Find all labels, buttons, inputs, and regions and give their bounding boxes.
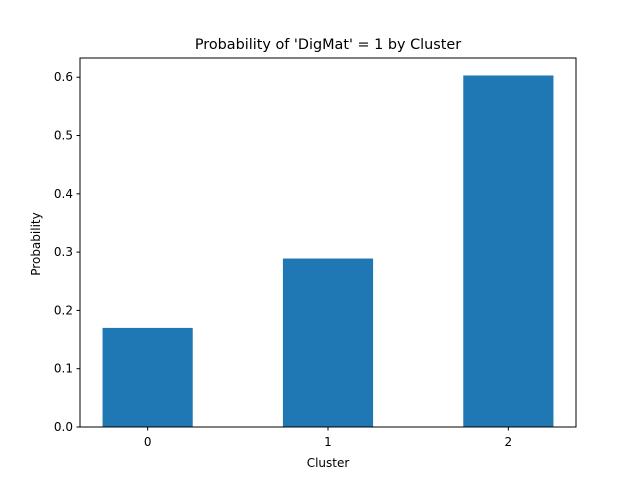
y-tick-label: 0.4 (54, 187, 73, 201)
y-tick-label: 0.2 (54, 303, 73, 317)
x-tick-label: 0 (144, 435, 152, 449)
y-tick-label: 0.1 (54, 362, 73, 376)
bar-cluster-2 (463, 75, 554, 427)
x-tick-label: 1 (324, 435, 332, 449)
y-tick-label: 0.0 (54, 420, 73, 434)
x-tick-label: 2 (505, 435, 513, 449)
bar-cluster-1 (282, 258, 374, 427)
y-tick-label: 0.5 (54, 129, 73, 143)
bars-group (102, 75, 554, 427)
plot-area-frame (79, 57, 577, 428)
y-tick-label: 0.6 (54, 70, 73, 84)
y-axis-ticks: 0.0 0.1 0.2 0.3 0.4 0.5 0.6 (54, 70, 80, 434)
chart-title: Probability of 'DigMat' = 1 by Cluster (195, 37, 461, 53)
x-axis-label: Cluster (307, 456, 350, 470)
bar-cluster-0 (102, 327, 193, 427)
y-tick-label: 0.3 (54, 245, 73, 259)
x-axis-ticks: 0 1 2 (144, 427, 512, 449)
y-axis-label: Probability (29, 212, 43, 275)
